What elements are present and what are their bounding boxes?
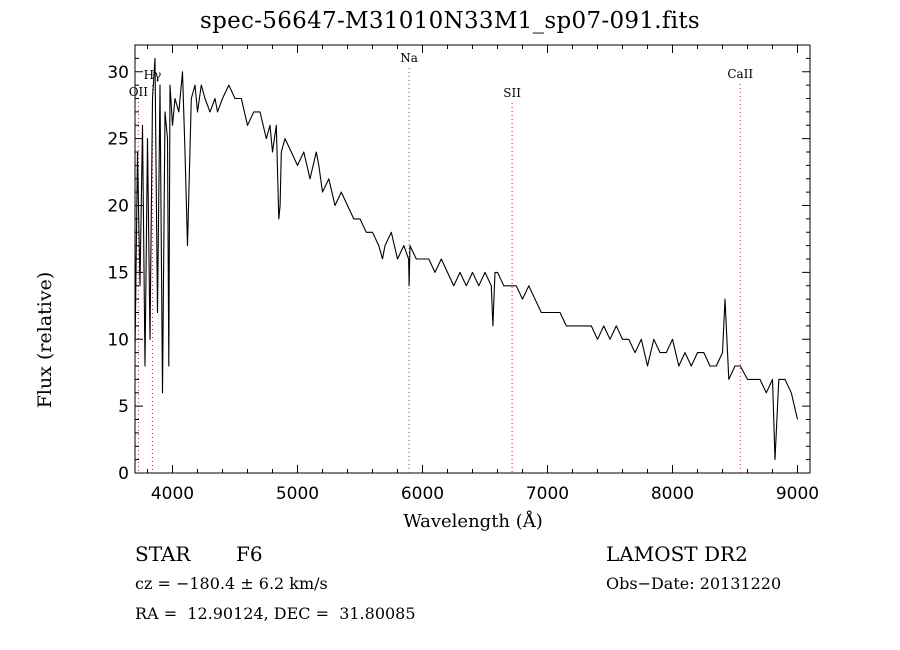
x-axis-label: Wavelength (Å) [403,511,543,532]
spectrum-series [134,57,799,461]
axis-ticks [135,45,810,474]
y-tick-label: 10 [107,330,129,350]
plot-frame [134,44,811,474]
survey-name: LAMOST DR2 [606,542,748,566]
x-tick-label: 6000 [401,484,444,504]
object-subclass: F6 [236,542,263,566]
spectral-line-label: OII [129,85,149,99]
redshift-velocity: cz = −180.4 ± 6.2 km/s [135,574,328,593]
y-tick-label: 5 [118,397,129,417]
x-tick-label: 8000 [651,484,694,504]
spectral-line-markers [137,68,741,473]
sky-coordinates: RA = 12.90124, DEC = 31.80085 [135,604,416,623]
chart-title: spec-56647-M31010N33M1_sp07-091.fits [199,8,700,34]
y-tick-label: 25 [107,130,129,150]
x-tick-label: 5000 [276,484,319,504]
x-tick-label: 9000 [776,484,819,504]
spectral-line-label: SII [503,86,521,100]
spectral-line-label: CaII [727,67,753,81]
observation-date: Obs−Date: 20131220 [606,574,782,593]
y-tick-label: 30 [107,63,129,83]
y-tick-label: 15 [107,263,129,283]
spectral-line-label: Hγ [144,68,162,82]
y-tick-label: 20 [107,197,129,217]
y-axis-label: Flux (relative) [34,271,56,409]
y-tick-label: 0 [118,464,129,484]
x-tick-label: 4000 [151,484,194,504]
object-class: STAR [135,542,191,566]
spectrum-line [134,57,799,461]
spectral-line-label: Na [400,51,418,65]
x-tick-label: 7000 [526,484,569,504]
